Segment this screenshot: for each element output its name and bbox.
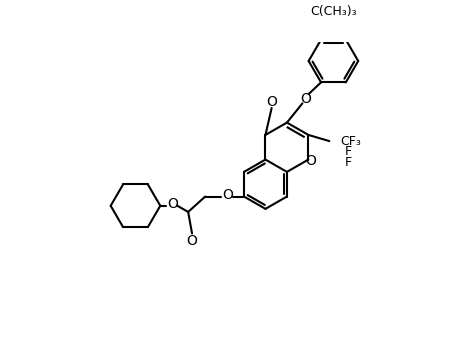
Text: O: O <box>167 197 178 211</box>
Text: F: F <box>344 145 352 158</box>
Text: C(CH₃)₃: C(CH₃)₃ <box>310 5 357 18</box>
Text: O: O <box>266 95 277 109</box>
Text: O: O <box>222 188 233 202</box>
Text: CF₃: CF₃ <box>340 135 361 148</box>
Text: O: O <box>300 92 311 106</box>
Text: O: O <box>187 234 197 248</box>
Text: F: F <box>344 156 352 169</box>
Text: O: O <box>305 154 316 168</box>
